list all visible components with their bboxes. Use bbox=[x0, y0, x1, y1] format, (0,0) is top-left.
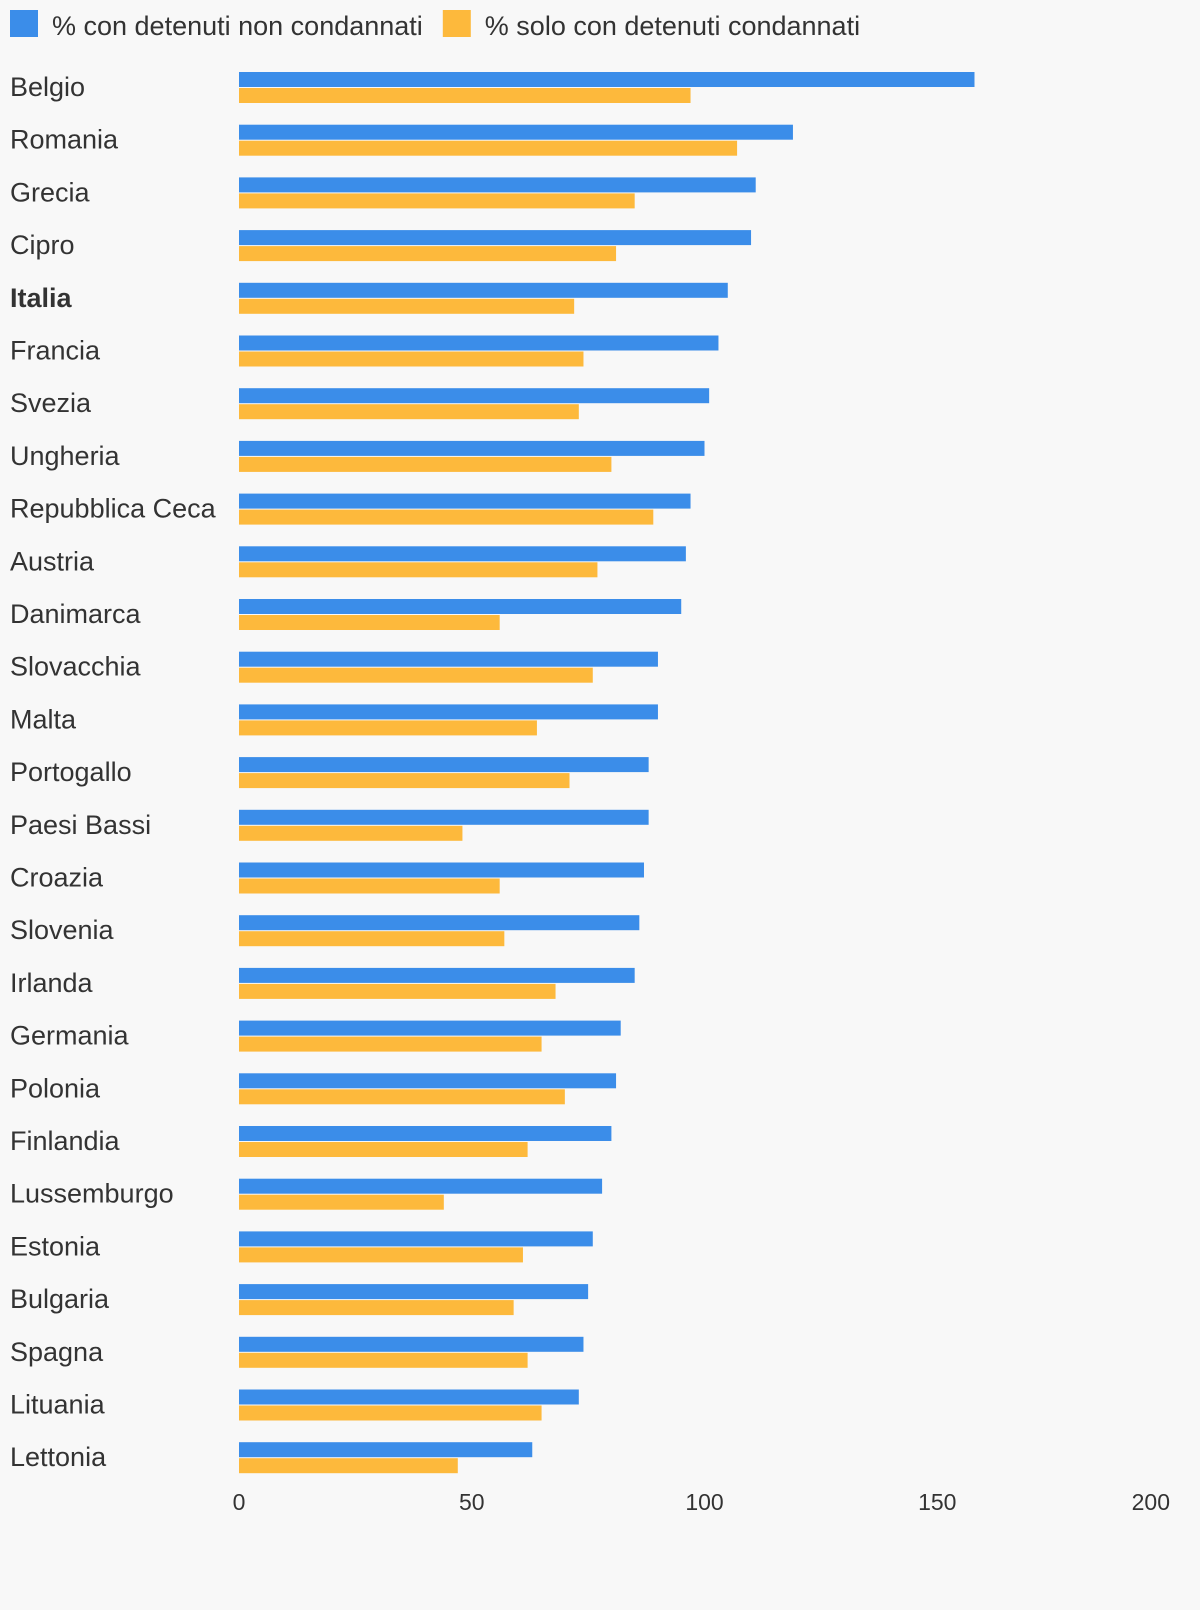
bar-romania-series-1 bbox=[239, 124, 793, 140]
bar-francia-series-1 bbox=[239, 335, 719, 351]
bar-finlandia-series-1 bbox=[239, 1126, 612, 1141]
category-label-slovenia: Slovenia bbox=[10, 915, 115, 945]
bar-germania-series-2 bbox=[239, 1036, 542, 1052]
category-label-lettonia: Lettonia bbox=[10, 1442, 107, 1472]
bar-polonia-series-1 bbox=[239, 1073, 617, 1089]
legend-swatch-1 bbox=[10, 10, 38, 37]
legend-label-2: % solo con detenuti condannati bbox=[485, 11, 860, 41]
bar-belgio-series-1 bbox=[239, 72, 975, 87]
category-label-romania: Romania bbox=[10, 125, 119, 155]
bar-romania-series-2 bbox=[239, 140, 738, 156]
bar-finlandia-series-2 bbox=[239, 1142, 528, 1157]
bar-spagna-series-1 bbox=[239, 1336, 584, 1352]
bar-estonia-series-2 bbox=[239, 1247, 523, 1263]
bar-svezia-series-2 bbox=[239, 404, 579, 420]
bar-portogallo-series-2 bbox=[239, 773, 570, 789]
category-label-austria: Austria bbox=[10, 546, 95, 576]
bar-polonia-series-2 bbox=[239, 1089, 565, 1105]
bar-danimarca-series-1 bbox=[239, 599, 682, 614]
bar-ungheria-series-1 bbox=[239, 440, 705, 456]
bar-lussemburgo-series-1 bbox=[239, 1178, 603, 1194]
bar-croazia-series-2 bbox=[239, 878, 500, 894]
bar-slovacchia-series-1 bbox=[239, 651, 658, 667]
category-label-belgio: Belgio bbox=[10, 72, 85, 102]
bar-germania-series-1 bbox=[239, 1020, 621, 1036]
bar-irlanda-series-2 bbox=[239, 983, 556, 999]
category-label-svezia: Svezia bbox=[10, 388, 92, 418]
bar-estonia-series-1 bbox=[239, 1231, 593, 1247]
bar-lituania-series-1 bbox=[239, 1389, 579, 1405]
bar-danimarca-series-2 bbox=[239, 615, 500, 630]
category-label-lussemburgo: Lussemburgo bbox=[10, 1179, 174, 1209]
bar-irlanda-series-1 bbox=[239, 967, 635, 983]
bar-francia-series-2 bbox=[239, 351, 584, 367]
category-label-grecia: Grecia bbox=[10, 177, 91, 207]
category-label-lituania: Lituania bbox=[10, 1390, 106, 1420]
x-tick-label-0: 0 bbox=[233, 1489, 246, 1515]
bar-lituania-series-2 bbox=[239, 1405, 542, 1421]
bar-grecia-series-1 bbox=[239, 177, 756, 193]
x-tick-label-150: 150 bbox=[918, 1489, 956, 1515]
bar-cipro-series-2 bbox=[239, 246, 617, 262]
bar-grecia-series-2 bbox=[239, 193, 635, 209]
bar-austria-series-2 bbox=[239, 562, 598, 578]
bar-slovenia-series-2 bbox=[239, 931, 505, 947]
bar-bulgaria-series-1 bbox=[239, 1284, 589, 1300]
bar-slovenia-series-1 bbox=[239, 915, 640, 931]
category-label-repubblica-ceca: Repubblica Ceca bbox=[10, 494, 217, 524]
category-label-portogallo: Portogallo bbox=[10, 757, 132, 787]
category-label-slovacchia: Slovacchia bbox=[10, 652, 142, 682]
bar-austria-series-1 bbox=[239, 546, 686, 562]
bar-svezia-series-1 bbox=[239, 388, 710, 404]
category-label-estonia: Estonia bbox=[10, 1231, 101, 1261]
category-labels: Belgio Romania Grecia Cipro Italia Francia Sve… bbox=[10, 72, 217, 1472]
category-label-croazia: Croazia bbox=[10, 863, 104, 893]
category-label-paesi-bassi: Paesi Bassi bbox=[10, 810, 151, 840]
bar-spagna-series-2 bbox=[239, 1352, 528, 1368]
bar-belgio-series-2 bbox=[239, 88, 691, 103]
x-axis-ticks: 0 50 100 150 200 bbox=[233, 1489, 1170, 1515]
category-label-polonia: Polonia bbox=[10, 1073, 101, 1103]
x-tick-label-100: 100 bbox=[685, 1489, 723, 1515]
x-tick-label-200: 200 bbox=[1132, 1489, 1170, 1515]
bar-paesi-bassi-series-2 bbox=[239, 825, 463, 841]
category-label-italia: Italia bbox=[10, 283, 73, 313]
bar-malta-series-1 bbox=[239, 704, 658, 720]
category-label-ungheria: Ungheria bbox=[10, 441, 121, 471]
bar-repubblica-ceca-series-1 bbox=[239, 493, 691, 509]
bar-italia-series-1 bbox=[239, 282, 728, 298]
category-label-bulgaria: Bulgaria bbox=[10, 1284, 110, 1314]
category-label-danimarca: Danimarca bbox=[10, 599, 142, 629]
category-label-francia: Francia bbox=[10, 336, 101, 366]
bar-marks bbox=[239, 72, 975, 1474]
bar-malta-series-2 bbox=[239, 720, 537, 736]
legend-swatch-2 bbox=[442, 10, 471, 37]
bar-lussemburgo-series-2 bbox=[239, 1194, 444, 1210]
legend-label-1: % con detenuti non condannati bbox=[52, 11, 423, 41]
bar-portogallo-series-1 bbox=[239, 757, 649, 773]
bar-cipro-series-1 bbox=[239, 230, 752, 246]
bar-lettonia-series-2 bbox=[239, 1458, 458, 1474]
category-label-irlanda: Irlanda bbox=[10, 968, 94, 998]
bar-bulgaria-series-2 bbox=[239, 1300, 514, 1316]
bar-italia-series-2 bbox=[239, 298, 575, 314]
category-label-spagna: Spagna bbox=[10, 1337, 104, 1367]
category-label-finlandia: Finlandia bbox=[10, 1126, 121, 1156]
category-label-malta: Malta bbox=[10, 704, 77, 734]
category-label-cipro: Cipro bbox=[10, 230, 75, 260]
chart-legend: % con detenuti non condannati % solo con … bbox=[10, 10, 860, 41]
bar-lettonia-series-1 bbox=[239, 1442, 533, 1458]
bar-slovacchia-series-2 bbox=[239, 667, 593, 683]
bar-repubblica-ceca-series-2 bbox=[239, 509, 654, 525]
bar-croazia-series-1 bbox=[239, 862, 644, 878]
category-label-germania: Germania bbox=[10, 1021, 130, 1051]
x-tick-label-50: 50 bbox=[459, 1489, 485, 1515]
bar-ungheria-series-2 bbox=[239, 456, 612, 472]
bar-paesi-bassi-series-1 bbox=[239, 809, 649, 825]
